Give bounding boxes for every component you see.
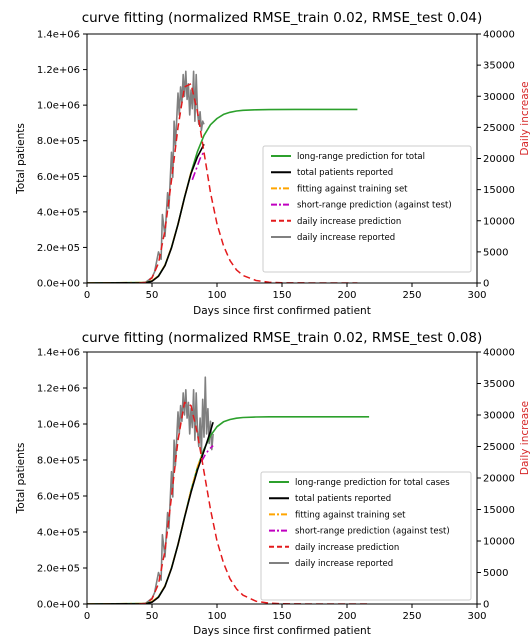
y-left-tick-label: 8.0e+05	[37, 456, 80, 467]
series-group	[87, 376, 370, 604]
x-tick-label: 300	[467, 611, 486, 622]
legend-label: daily increase reported	[295, 559, 393, 569]
legend-label: daily increase prediction	[295, 543, 399, 553]
x-axis-label: Days since first confirmed patient	[193, 625, 371, 637]
y-left-tick-label: 1.2e+06	[37, 65, 80, 76]
y-left-tick-label: 1.4e+06	[37, 30, 80, 41]
y-right-tick-label: 30000	[483, 92, 515, 103]
y-left-tick-label: 1.4e+06	[37, 348, 80, 359]
series-line-fitting-against-training-set	[87, 456, 203, 604]
y-left-tick-label: 2.0e+05	[37, 243, 80, 254]
x-tick-label: 50	[146, 290, 159, 301]
y-right-tick-label: 25000	[483, 442, 515, 453]
y-left-tick-label: 1.2e+06	[37, 384, 80, 395]
y-right-tick-label: 10000	[483, 216, 515, 227]
x-tick-label: 200	[337, 611, 356, 622]
series-line-fitting-against-training-set	[87, 168, 194, 283]
y-left-tick-label: 1.0e+06	[37, 101, 80, 112]
y-right-tick-label: 15000	[483, 505, 515, 516]
legend-label: long-range prediction for total cases	[295, 478, 450, 488]
y-left-tick-label: 1.0e+06	[37, 420, 80, 431]
series-line-short-range-prediction-against-test-	[191, 151, 205, 181]
y-left-tick-label: 0.0e+00	[37, 279, 80, 290]
x-tick-label: 0	[84, 290, 90, 301]
legend-box	[260, 471, 472, 601]
x-tick-label: 300	[467, 290, 486, 301]
chart-panel-1: curve fitting (normalized RMSE_train 0.0…	[15, 10, 531, 317]
legend-label: fitting against training set	[297, 184, 408, 194]
y-right-tick-label: 20000	[483, 154, 515, 165]
y-right-tick-label: 35000	[483, 379, 515, 390]
x-tick-label: 150	[272, 611, 291, 622]
legend-label: short-range prediction (against test)	[295, 527, 450, 537]
legend-box	[262, 145, 472, 273]
x-tick-label: 50	[146, 611, 159, 622]
x-axis-label: Days since first confirmed patient	[193, 305, 371, 317]
chart-title: curve fitting (normalized RMSE_train 0.0…	[82, 10, 483, 26]
y-right-tick-label: 5000	[483, 568, 508, 579]
y-right-tick-label: 10000	[483, 537, 515, 548]
y-axis-right-label: Daily increase	[519, 401, 531, 475]
y-right-tick-label: 5000	[483, 247, 508, 258]
y-right-tick-label: 15000	[483, 185, 515, 196]
x-tick-label: 100	[207, 290, 226, 301]
chart-panel-2: curve fitting (normalized RMSE_train 0.0…	[15, 330, 531, 637]
y-left-tick-label: 2.0e+05	[37, 564, 80, 575]
series-line-total-patients-reported	[87, 421, 214, 604]
y-left-tick-label: 8.0e+05	[37, 136, 80, 147]
y-right-tick-label: 40000	[483, 30, 515, 41]
series-line-daily-increase-reported	[138, 376, 214, 604]
x-tick-label: 0	[84, 611, 90, 622]
y-right-tick-label: 0	[483, 600, 489, 611]
series-line-total-patients-reported	[87, 143, 205, 283]
x-tick-label: 250	[402, 611, 421, 622]
y-axis-left-label: Total patients	[15, 443, 27, 515]
y-right-tick-label: 0	[483, 279, 489, 290]
legend: long-range prediction for total total pat…	[262, 145, 472, 273]
y-left-tick-label: 6.0e+05	[37, 492, 80, 503]
y-left-tick-label: 0.0e+00	[37, 600, 80, 611]
legend-label: fitting against training set	[295, 510, 406, 520]
x-tick-label: 100	[207, 611, 226, 622]
x-tick-label: 150	[272, 290, 291, 301]
legend-label: short-range prediction (against test)	[297, 201, 452, 211]
legend-label: total patients reported	[297, 168, 393, 178]
series-line-daily-increase-prediction	[138, 401, 370, 604]
legend-label: daily increase prediction	[297, 217, 401, 227]
y-left-tick-label: 4.0e+05	[37, 207, 80, 218]
legend-label: daily increase reported	[297, 233, 395, 243]
legend-label: long-range prediction for total	[297, 152, 425, 162]
y-right-tick-label: 25000	[483, 123, 515, 134]
y-axis-right-label: Daily increase	[519, 81, 531, 155]
series-group	[87, 70, 358, 283]
series-line-short-range-prediction-against-test-	[200, 445, 214, 463]
y-right-tick-label: 20000	[483, 474, 515, 485]
y-left-tick-label: 6.0e+05	[37, 172, 80, 183]
series-line-daily-increase-reported	[138, 70, 205, 283]
x-tick-label: 250	[402, 290, 421, 301]
y-left-tick-label: 4.0e+05	[37, 528, 80, 539]
y-right-tick-label: 35000	[483, 61, 515, 72]
y-axis-left-label: Total patients	[15, 123, 27, 195]
y-right-tick-label: 30000	[483, 411, 515, 422]
legend-label: total patients reported	[295, 494, 391, 504]
chart-title: curve fitting (normalized RMSE_train 0.0…	[82, 330, 483, 346]
y-right-tick-label: 40000	[483, 348, 515, 359]
x-tick-label: 200	[337, 290, 356, 301]
legend: long-range prediction for total cases tot…	[260, 471, 472, 601]
